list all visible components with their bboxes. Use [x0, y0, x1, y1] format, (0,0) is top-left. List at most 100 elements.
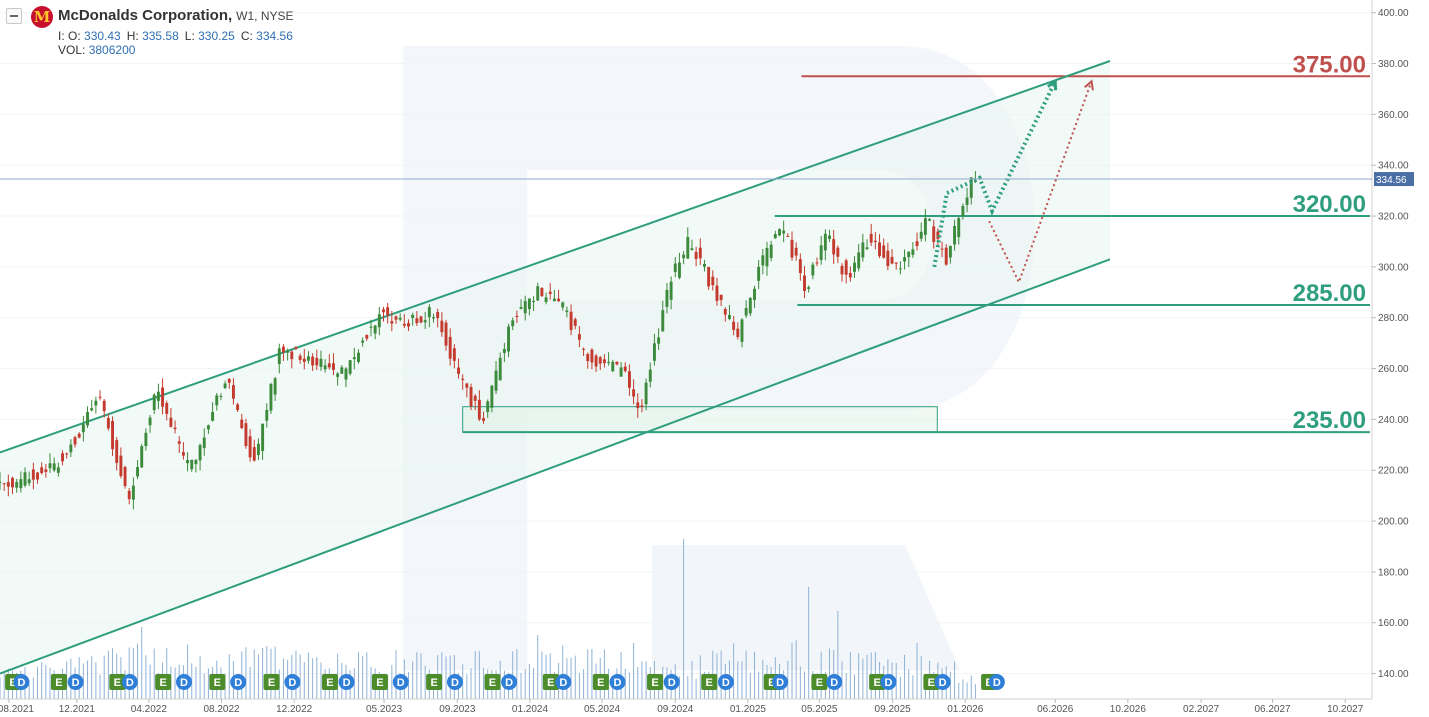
earnings-marker[interactable] [542, 674, 559, 690]
price-tick-label: 140.00 [1378, 669, 1409, 680]
candle-body [436, 311, 440, 319]
candle-body [886, 250, 890, 267]
mcdonalds-logo: M [31, 6, 53, 28]
dividend-marker[interactable] [13, 674, 30, 690]
dividend-marker[interactable] [717, 674, 734, 690]
candle-body [357, 352, 360, 362]
candle-body [111, 420, 115, 450]
dividend-marker[interactable] [284, 674, 301, 690]
candle-body [69, 444, 73, 453]
candle-body [740, 319, 744, 342]
time-tick-label: 05.2023 [366, 704, 403, 715]
time-tick-label: 06.2027 [1254, 704, 1291, 715]
earnings-marker[interactable] [701, 674, 718, 690]
earnings-marker[interactable] [321, 674, 338, 690]
earnings-marker[interactable] [592, 674, 609, 690]
candle-body [911, 249, 915, 255]
earnings-marker[interactable] [426, 674, 443, 690]
candle-body [807, 287, 811, 289]
candle-body [361, 340, 365, 343]
dividend-marker[interactable] [67, 674, 84, 690]
candle-body [890, 256, 894, 264]
candle-body [81, 424, 85, 433]
dividend-marker-label: D [505, 677, 513, 689]
candle-body [465, 383, 469, 388]
price-tick-label: 360.00 [1378, 110, 1409, 121]
earnings-marker[interactable] [209, 674, 226, 690]
candle-body [615, 361, 619, 365]
candle-body [602, 359, 606, 364]
earnings-marker[interactable] [869, 674, 886, 690]
dividend-marker[interactable] [609, 674, 626, 690]
dividend-marker[interactable] [988, 674, 1005, 690]
level-label-285.00: 285.00 [1293, 280, 1366, 307]
earnings-marker[interactable] [155, 674, 172, 690]
high-label: H: [126, 29, 139, 43]
candle-body [23, 472, 27, 486]
candle-body [273, 378, 277, 395]
dividend-marker-label: D [126, 677, 134, 689]
earnings-marker[interactable] [371, 674, 388, 690]
price-tick-label: 160.00 [1378, 618, 1409, 629]
candle-body [73, 437, 77, 445]
candle-body [765, 247, 769, 267]
candle-body [452, 348, 456, 361]
candle-body [294, 346, 298, 349]
dividend-marker[interactable] [446, 674, 463, 690]
candle-body [844, 260, 848, 275]
candle-body [202, 437, 206, 449]
earnings-marker[interactable] [484, 674, 501, 690]
last-price-label: 334.56 [1376, 175, 1407, 186]
candle-body [6, 482, 10, 487]
earnings-marker[interactable] [263, 674, 280, 690]
forecast-path-alt [988, 80, 1093, 285]
dividend-marker[interactable] [501, 674, 518, 690]
collapse-legend-button[interactable] [6, 8, 22, 24]
dividend-marker-label: D [722, 677, 730, 689]
dividend-marker[interactable] [772, 674, 789, 690]
earnings-marker-label: E [816, 677, 823, 689]
candle-body [432, 317, 435, 319]
candle-body [723, 308, 727, 315]
high-value: 335.58 [142, 29, 179, 43]
candle-body [652, 343, 656, 361]
candle-body [611, 361, 615, 372]
candle-body [336, 373, 340, 377]
candle-body [627, 371, 631, 388]
price-tick-label: 300.00 [1378, 262, 1409, 273]
candle-body [598, 357, 602, 364]
candle-body [944, 247, 948, 265]
time-tick-label: 09.2023 [439, 704, 476, 715]
candle-body [832, 239, 836, 255]
dividend-marker[interactable] [338, 674, 355, 690]
dividend-marker[interactable] [555, 674, 572, 690]
earnings-marker[interactable] [647, 674, 664, 690]
dividend-marker[interactable] [663, 674, 680, 690]
dividend-marker[interactable] [934, 674, 951, 690]
event-markers[interactable]: EEEEEEEEEEEEEEEEEEEDDDDDDDDDDDDDDDDDDD [5, 674, 1005, 690]
dividend-marker[interactable] [230, 674, 247, 690]
symbol-name: McDonalds Corporation, [58, 7, 233, 24]
candle-body [923, 218, 927, 235]
dividend-marker[interactable] [826, 674, 843, 690]
price-tick-label: 380.00 [1378, 59, 1409, 70]
dividend-marker[interactable] [121, 674, 138, 690]
dividend-marker[interactable] [176, 674, 193, 690]
symbol-title: McDonalds Corporation, W1, NYSE [58, 7, 294, 24]
candle-body [31, 469, 35, 480]
earnings-marker[interactable] [109, 674, 126, 690]
earnings-marker[interactable] [50, 674, 67, 690]
candle-body [461, 378, 465, 380]
earnings-marker[interactable] [923, 674, 940, 690]
earnings-marker[interactable] [811, 674, 828, 690]
price-tick-label: 400.00 [1378, 8, 1409, 19]
dividend-marker-label: D [939, 677, 947, 689]
candle-body [948, 246, 952, 258]
candle-body [661, 310, 665, 332]
dividend-marker[interactable] [880, 674, 897, 690]
candle-body [377, 314, 381, 328]
dividend-marker[interactable] [392, 674, 409, 690]
candle-body [119, 455, 123, 477]
candle-body [52, 463, 56, 471]
